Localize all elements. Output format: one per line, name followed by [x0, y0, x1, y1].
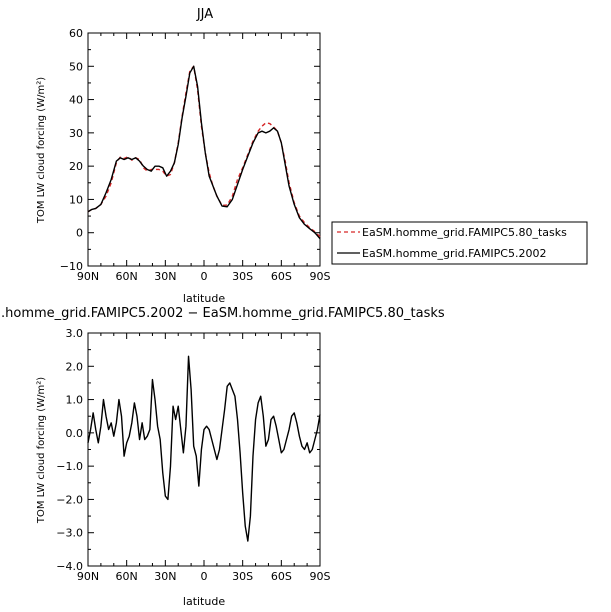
bottom-y-tick-label: −4.0 — [56, 560, 83, 573]
top-x-tick-label: 0 — [201, 270, 208, 283]
legend-box — [331, 221, 588, 265]
bottom-y-tick-label: −3.0 — [56, 527, 83, 540]
bottom-x-tick-label: 90S — [310, 570, 331, 583]
top-x-tick-label: 60N — [116, 270, 138, 283]
top-x-tick-label: 90S — [310, 270, 331, 283]
top-title: JJA — [196, 7, 213, 22]
bottom-panel: EaSM.homme_grid.FAMIPC5.2002 − EaSM.homm… — [0, 306, 445, 608]
top-x-tick-label: 90N — [77, 270, 99, 283]
top-series-lines — [87, 65, 321, 240]
top-x-tick-label: 30S — [232, 270, 253, 283]
bottom-y-tick-label: −1.0 — [56, 460, 83, 473]
bottom-y-tick-label: −2.0 — [56, 493, 83, 506]
top-y-tick-label: 0 — [76, 227, 83, 240]
bottom-plot-frame — [87, 332, 321, 567]
bottom-x-axis-label: latitude — [183, 595, 225, 608]
bottom-x-tick-label: 30N — [154, 570, 176, 583]
bottom-series-line-0 — [87, 355, 321, 542]
top-y-tick-label: 40 — [69, 94, 83, 107]
top-x-axis-label: latitude — [183, 292, 225, 305]
top-x-tick-label: 30N — [154, 270, 176, 283]
top-series-line-1 — [87, 65, 321, 240]
top-y-axis-label: TOM LW cloud forcing (W/m²) — [36, 77, 47, 224]
bottom-x-tick-label: 90N — [77, 570, 99, 583]
top-ticks: 90N 60N 30N 0 30S 60S 90S −10 0 10 20 30 40 50 60 — [60, 27, 331, 283]
legend-label-80-tasks: EaSM.homme_grid.FAMIPC5.80_tasks — [362, 226, 567, 239]
top-panel: JJA 90N 60N 30N 0 30S 60S 90S−100102030405060 … — [36, 7, 588, 305]
top-y-tick-label: −10 — [60, 260, 83, 273]
bottom-x-tick-label: 60N — [116, 570, 138, 583]
bottom-title: EaSM.homme_grid.FAMIPC5.2002 − EaSM.homm… — [0, 306, 445, 321]
bottom-x-tick-label: 60S — [271, 570, 292, 583]
bottom-ticks: 90N 60N 30N 0 30S 60S 90S −4.0 −3.0 −2.0 −1.0 0.0 1.… — [56, 327, 330, 583]
bottom-x-tick-label: 0 — [201, 570, 208, 583]
bottom-y-tick-label: 2.0 — [66, 360, 84, 373]
top-y-tick-label: 60 — [69, 27, 83, 40]
top-y-tick-label: 30 — [69, 127, 83, 140]
bottom-y-tick-label: 3.0 — [66, 327, 84, 340]
legend-label-2002: EaSM.homme_grid.FAMIPC5.2002 — [362, 247, 546, 260]
bottom-y-axis-label: TOM LW cloud forcing (W/m²) — [36, 377, 47, 524]
top-y-tick-label: 10 — [69, 193, 83, 206]
top-series-line-0 — [87, 65, 321, 238]
legend: EaSM.homme_grid.FAMIPC5.80_tasks EaSM.ho… — [331, 221, 588, 265]
top-plot-frame — [87, 32, 321, 267]
bottom-y-tick-label: 1.0 — [66, 394, 84, 407]
top-y-tick-label: 50 — [69, 60, 83, 73]
bottom-x-tick-label: 30S — [232, 570, 253, 583]
top-x-tick-label: 60S — [271, 270, 292, 283]
bottom-series-lines — [87, 355, 321, 542]
top-y-tick-label: 20 — [69, 160, 83, 173]
bottom-y-tick-label: 0.0 — [66, 427, 84, 440]
